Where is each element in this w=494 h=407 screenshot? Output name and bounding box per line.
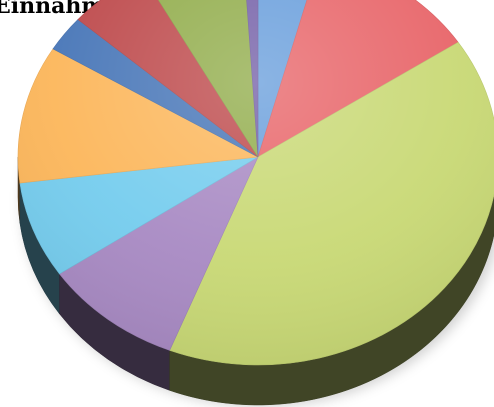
pie-gloss [18, 0, 494, 365]
